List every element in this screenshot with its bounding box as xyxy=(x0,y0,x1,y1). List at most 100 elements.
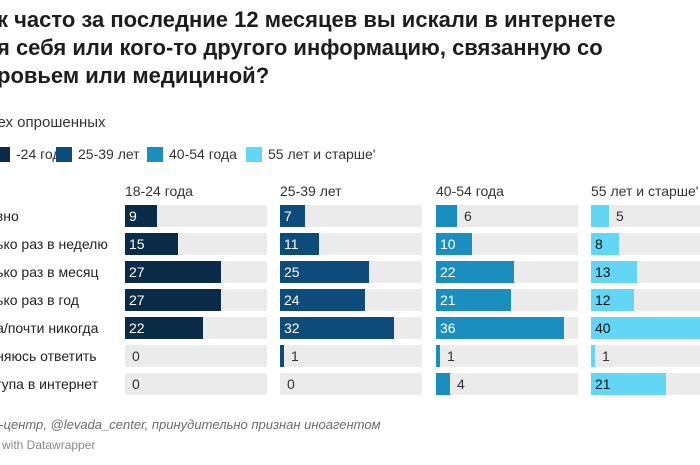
value-label: 1 xyxy=(602,348,610,364)
value-label: 27 xyxy=(129,264,145,280)
bar-track: 36 xyxy=(436,317,578,339)
bar-track: 15 xyxy=(125,233,267,255)
bar xyxy=(591,289,634,311)
row-label: лько раз в неделю xyxy=(0,236,108,252)
legend-label: 40-54 года xyxy=(169,146,237,162)
bar-track: 7 xyxy=(280,205,422,227)
bar-track: 27 xyxy=(125,289,267,311)
value-label: 0 xyxy=(132,348,140,364)
bar xyxy=(591,317,700,339)
value-label: 21 xyxy=(595,376,611,392)
legend-label: 55 лет и старше' xyxy=(268,146,376,162)
value-label: 32 xyxy=(284,320,300,336)
bar-track: 8 xyxy=(591,233,700,255)
row-label: ступа в интернет xyxy=(0,376,98,392)
row-label: да/почти никогда xyxy=(0,320,99,336)
value-label: 5 xyxy=(616,208,624,224)
bar-track: 10 xyxy=(436,233,578,255)
bar-track: 0 xyxy=(125,345,267,367)
row-label: евно xyxy=(0,208,19,224)
bar-track: 21 xyxy=(436,289,578,311)
value-label: 15 xyxy=(129,236,145,252)
legend-swatch xyxy=(56,147,72,162)
value-label: 1 xyxy=(291,348,299,364)
bar-track: 12 xyxy=(591,289,700,311)
title-line-2: я себя или кого-то другого информацию, с… xyxy=(0,35,603,60)
value-label: 9 xyxy=(129,208,137,224)
value-label: 0 xyxy=(132,376,140,392)
bar-track: 4 xyxy=(436,373,578,395)
bar-track: 9 xyxy=(125,205,267,227)
column-header: 40-54 года xyxy=(436,183,504,199)
bar xyxy=(436,233,472,255)
bar xyxy=(591,373,666,395)
legend-swatch xyxy=(0,147,10,162)
bar xyxy=(280,289,365,311)
title-line-3: ровьем или медициной? xyxy=(0,63,270,88)
value-label: 24 xyxy=(284,292,300,308)
bar xyxy=(591,233,619,255)
legend-swatch xyxy=(246,147,262,162)
bar xyxy=(591,345,595,367)
bar xyxy=(436,317,564,339)
value-label: 11 xyxy=(284,236,299,252)
bar-track: 5 xyxy=(591,205,700,227)
value-label: 4 xyxy=(457,376,465,392)
bar xyxy=(280,233,319,255)
bar-track: 13 xyxy=(591,261,700,283)
value-label: 21 xyxy=(440,292,456,308)
bar xyxy=(591,205,609,227)
value-label: 22 xyxy=(440,264,456,280)
column-header: 18-24 года xyxy=(125,183,193,199)
bar xyxy=(280,261,369,283)
legend-label: -24 года xyxy=(16,146,69,162)
bar-track: 32 xyxy=(280,317,422,339)
row-label: лько раз в месяц xyxy=(0,264,99,280)
value-label: 1 xyxy=(447,348,455,364)
bar xyxy=(436,261,514,283)
title-line-1: к часто за последние 12 месяцев вы искал… xyxy=(0,7,616,32)
bar xyxy=(280,317,394,339)
bar-track: 22 xyxy=(125,317,267,339)
value-label: 7 xyxy=(284,208,292,224)
bar-track: 11 xyxy=(280,233,422,255)
bar-track: 25 xyxy=(280,261,422,283)
bar-track: 24 xyxy=(280,289,422,311)
value-label: 0 xyxy=(287,376,295,392)
row-label: лько раз в год xyxy=(0,292,79,308)
bar xyxy=(125,261,221,283)
bar-track: 40 xyxy=(591,317,700,339)
datawrapper-credit: d with Datawrapper xyxy=(0,438,96,452)
bar-track: 6 xyxy=(436,205,578,227)
bar-track: 21 xyxy=(591,373,700,395)
bar xyxy=(125,205,157,227)
legend-label: 25-39 лет xyxy=(78,146,140,162)
value-label: 22 xyxy=(129,320,145,336)
bar xyxy=(436,205,457,227)
row-label: дняюсь ответить xyxy=(0,348,97,364)
bar xyxy=(125,317,203,339)
column-header: 55 лет и старше' xyxy=(591,183,699,199)
value-label: 12 xyxy=(595,292,611,308)
value-label: 27 xyxy=(129,292,145,308)
bar xyxy=(125,289,221,311)
legend-swatch xyxy=(147,147,163,162)
value-label: 40 xyxy=(595,320,611,336)
bar-track: 1 xyxy=(436,345,578,367)
bar-track: 0 xyxy=(125,373,267,395)
bar-track: 1 xyxy=(280,345,422,367)
value-label: 36 xyxy=(440,320,456,336)
bar xyxy=(125,233,178,255)
bar xyxy=(436,345,440,367)
column-header: 25-39 лет xyxy=(280,183,342,199)
bar-track: 0 xyxy=(280,373,422,395)
chart-subtitle: сех опрошенных xyxy=(0,114,106,131)
bar xyxy=(591,261,637,283)
source-note: a-центр, @levada_center, принудительно п… xyxy=(0,417,381,432)
bar xyxy=(436,373,450,395)
value-label: 6 xyxy=(464,208,472,224)
value-label: 25 xyxy=(284,264,300,280)
bar-track: 27 xyxy=(125,261,267,283)
value-label: 8 xyxy=(595,236,603,252)
value-label: 13 xyxy=(595,264,611,280)
